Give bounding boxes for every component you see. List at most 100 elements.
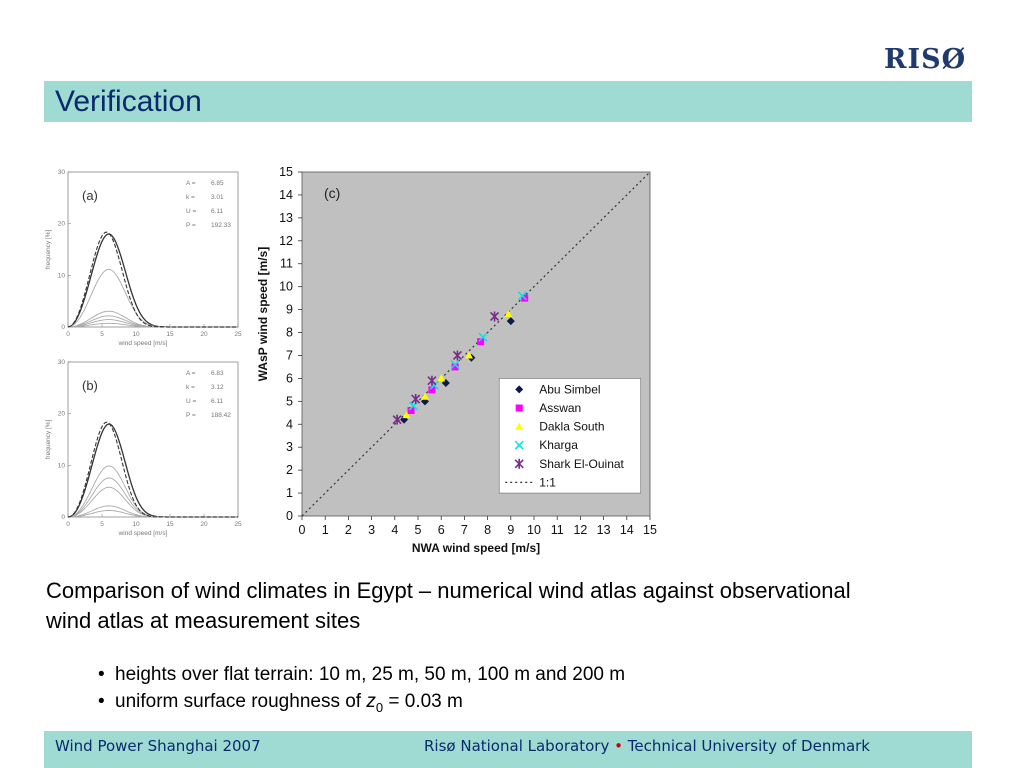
slide-title: Verification [55,85,202,118]
param-name: P = [186,222,196,229]
y-tick-label: 1 [286,486,293,500]
legend-marker [514,458,524,469]
x-tick-label: 10 [132,331,140,338]
footer-separator: • [614,737,623,755]
bullet-list: • heights over flat terrain: 10 m, 25 m,… [98,661,625,721]
roughness-subscript: 0 [375,699,384,715]
legend-label: Shark El-Ouinat [539,457,624,471]
x-axis-label: wind speed [m/s] [118,340,168,347]
panel-label: (a) [82,188,98,203]
param-name: A = [186,370,196,377]
y-tick-label: 10 [279,280,293,294]
panel-label: (c) [324,185,340,201]
y-tick-label: 30 [58,359,66,366]
y-tick-label: 0 [61,324,65,331]
data-point [451,363,459,371]
footer-dtu: Technical University of Denmark [622,737,870,755]
x-tick-label: 8 [484,523,491,537]
data-point [407,407,415,415]
param-value: 6.85 [211,180,224,187]
data-point [452,350,463,361]
param-name: U = [186,398,197,405]
y-tick-label: 4 [286,417,293,431]
y-tick-label: 7 [286,348,293,362]
caption: Comparison of wind climates in Egypt – n… [46,578,851,633]
footer-riso: Risø National Laboratory [424,737,615,755]
data-point [504,310,513,318]
x-axis-label: wind speed [m/s] [118,530,168,537]
weibull-fit-curve [67,421,238,518]
footer-event: Wind Power Shanghai 2007 [55,737,261,755]
data-point [411,394,421,405]
y-tick-label: 10 [58,462,66,469]
data-point [477,338,485,346]
y-tick-label: 30 [58,169,66,176]
footer-bar: Wind Power Shanghai 2007 Risø National L… [44,731,972,768]
data-point [428,386,436,394]
y-tick-label: 13 [279,211,293,225]
data-point [392,414,402,425]
x-tick-label: 25 [234,331,242,338]
data-point [450,360,460,370]
y-tick-label: 0 [61,514,65,521]
x-tick-label: 5 [415,523,422,537]
legend-marker [515,422,524,430]
y-tick-label: 10 [58,272,66,279]
legend-marker [515,385,524,394]
x-tick-label: 15 [643,523,657,537]
x-tick-label: 10 [527,523,541,537]
data-point [427,375,437,386]
x-tick-label: 3 [368,523,375,537]
chart-a: 0 5 10 15 20 25 0 10 20 30 wind speed [m/s] frequen… [45,169,242,347]
data-point [478,332,488,342]
x-tick-label: 12 [573,523,587,537]
y-tick-label: 3 [286,440,293,454]
data-point [437,374,446,382]
param-value: 6.83 [211,370,224,377]
bullet-item: • heights over flat terrain: 10 m, 25 m,… [98,661,625,688]
x-tick-label: 13 [597,523,611,537]
data-point [489,311,500,322]
data-point [465,351,474,359]
y-tick-label: 0 [286,509,293,523]
legend-label: Kharga [539,438,578,452]
x-tick-label: 14 [620,523,634,537]
y-tick-label: 11 [280,257,293,271]
x-tick-label: 5 [100,521,104,528]
y-tick-label: 20 [58,411,66,418]
param-value: 6.11 [211,398,224,405]
x-tick-label: 2 [345,523,352,537]
y-tick-label: 2 [286,463,293,477]
legend-marker [515,404,523,412]
param-name: k = [186,194,195,201]
y-axis-label: WAsP wind speed [m/s] [256,247,270,381]
x-tick-label: 15 [166,521,174,528]
x-tick-label: 1 [322,523,329,537]
legend-marker [514,440,524,450]
param-value: 3.12 [211,384,224,391]
bullet-item: • uniform surface roughness of z0 = 0.03… [98,688,625,721]
legend-label: Abu Simbel [539,382,600,396]
data-point [402,411,411,419]
param-name: k = [186,384,195,391]
param-value: 6.11 [211,208,224,215]
x-tick-label: 5 [100,331,104,338]
y-tick-label: 20 [58,221,66,228]
y-tick-label: 5 [286,394,293,408]
riso-logo: RISØ [884,44,967,75]
param-value: 192.33 [211,222,231,229]
legend-label: Dakla South [539,420,604,434]
x-tick-label: 11 [551,523,564,537]
bullet-text-prefix: uniform surface roughness of [115,691,367,712]
x-tick-label: 25 [234,521,242,528]
weibull-fit-curve [67,231,238,328]
legend-label: Asswan [539,401,581,415]
x-tick-label: 20 [200,521,208,528]
chart-c: 0 1 2 3 4 5 6 7 8 9 10 11 12 13 14 15012345678910111213… [256,165,657,555]
param-name: A = [186,180,196,187]
x-tick-label: 7 [461,523,468,537]
x-tick-label: 4 [391,523,398,537]
footer-institutions: Risø National Laboratory • Technical Uni… [424,737,870,755]
legend-label: 1:1 [539,475,556,489]
data-point [506,317,515,326]
